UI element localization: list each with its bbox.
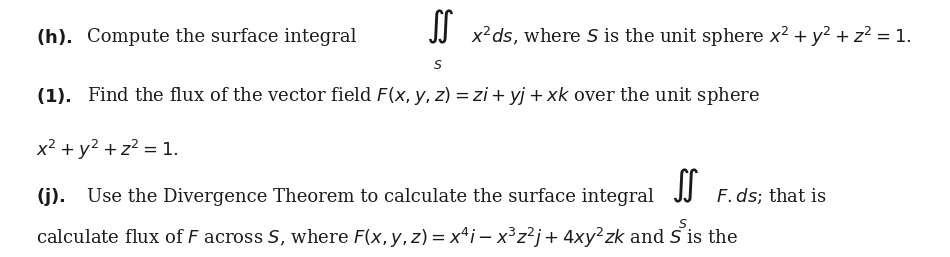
Text: Compute the surface integral: Compute the surface integral [87, 28, 357, 46]
Text: $x^2ds$, where $S$ is the unit sphere $x^2 + y^2 + z^2 = 1$.: $x^2ds$, where $S$ is the unit sphere $x… [471, 25, 912, 49]
Text: $S$: $S$ [433, 59, 443, 72]
Text: $\iint$: $\iint$ [426, 8, 453, 46]
Text: Find the flux of the vector field $F(x, y, z) = zi + yj + xk$ over the unit sphe: Find the flux of the vector field $F(x, … [87, 85, 761, 107]
Text: $\mathbf{(j).}$: $\mathbf{(j).}$ [36, 186, 66, 208]
Text: Use the Divergence Theorem to calculate the surface integral: Use the Divergence Theorem to calculate … [87, 188, 655, 206]
Text: $S$: $S$ [678, 218, 688, 231]
Text: $F.ds$; that is: $F.ds$; that is [716, 187, 827, 206]
Text: $\mathbf{(h).}$: $\mathbf{(h).}$ [36, 27, 72, 47]
Text: calculate flux of $F$ across $S$, where $F(x, y, z) = x^4i - x^3z^2j + 4xy^2zk$ : calculate flux of $F$ across $S$, where … [36, 226, 738, 250]
Text: $\mathbf{(1).}$: $\mathbf{(1).}$ [36, 86, 72, 106]
Text: $\iint$: $\iint$ [671, 167, 698, 205]
Text: $x^2 + y^2 + z^2 = 1$.: $x^2 + y^2 + z^2 = 1$. [36, 138, 180, 162]
